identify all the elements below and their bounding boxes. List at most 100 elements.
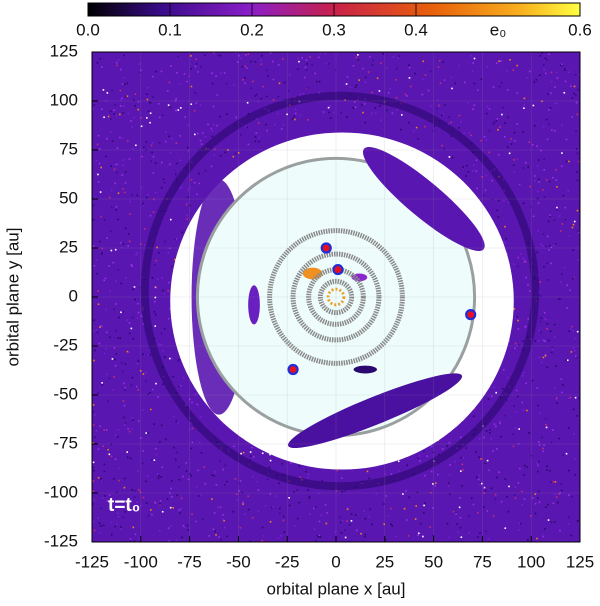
particle <box>414 72 416 75</box>
particle <box>110 118 112 121</box>
particle <box>215 75 217 77</box>
particle <box>543 266 545 268</box>
particle <box>459 526 462 529</box>
particle <box>159 529 161 532</box>
particle <box>129 538 132 540</box>
particle <box>271 60 274 63</box>
particle <box>93 265 96 267</box>
particle <box>329 117 332 119</box>
particle <box>169 308 172 310</box>
particle <box>120 68 122 71</box>
particle <box>216 506 219 509</box>
particle <box>573 85 576 88</box>
particle <box>506 70 508 72</box>
particle <box>364 517 367 520</box>
particle <box>520 490 523 493</box>
particle <box>523 260 526 263</box>
particle <box>526 76 528 79</box>
particle <box>500 60 502 62</box>
particle <box>317 56 320 59</box>
particle <box>280 535 282 537</box>
planet-ring <box>290 251 382 343</box>
particle <box>134 104 136 107</box>
particle <box>101 382 103 384</box>
y-tick-label: 0 <box>69 286 78 305</box>
particle <box>122 159 125 161</box>
particle <box>145 480 147 483</box>
clump <box>248 285 260 325</box>
particle <box>505 237 507 240</box>
particle <box>362 111 364 114</box>
particle <box>155 286 158 289</box>
particle <box>443 79 446 81</box>
particle <box>127 427 129 430</box>
particle <box>319 52 321 55</box>
x-tick-label: 75 <box>473 552 492 571</box>
particle <box>575 101 578 104</box>
particle <box>92 490 94 492</box>
particle <box>246 126 248 128</box>
particle <box>257 100 259 103</box>
particle <box>537 470 539 473</box>
particle <box>127 245 129 247</box>
particle <box>516 158 519 160</box>
particle <box>459 516 462 519</box>
particle <box>380 119 383 121</box>
particle <box>472 62 474 64</box>
particle <box>119 501 121 504</box>
particle <box>305 69 308 72</box>
particle <box>133 99 135 101</box>
particle <box>327 62 330 65</box>
particle <box>154 296 157 299</box>
particle <box>137 302 139 305</box>
particle <box>513 308 516 310</box>
particle <box>195 102 198 104</box>
particle <box>250 455 252 457</box>
colorbar-tick-label: 0.6 <box>568 20 592 39</box>
particle <box>169 218 172 221</box>
particle <box>442 61 444 63</box>
particle <box>298 60 300 63</box>
particle <box>117 59 120 61</box>
particle <box>506 89 509 91</box>
particle <box>175 458 177 461</box>
particle <box>537 441 540 443</box>
particle <box>235 493 238 496</box>
particle <box>256 480 258 483</box>
particle <box>153 198 155 201</box>
particle <box>455 513 457 515</box>
particle <box>179 159 182 162</box>
particle <box>163 327 166 330</box>
particle <box>103 116 105 119</box>
particle <box>305 59 308 61</box>
particle <box>160 332 163 335</box>
particle <box>132 148 134 150</box>
particle <box>576 152 579 155</box>
particle <box>117 269 120 271</box>
particle <box>140 504 142 507</box>
particle <box>266 478 269 480</box>
particle <box>216 124 218 127</box>
particle <box>110 521 113 524</box>
particle <box>374 107 377 109</box>
particle <box>95 259 98 262</box>
particle <box>128 430 131 433</box>
particle <box>111 358 114 360</box>
particle <box>578 231 580 234</box>
particle <box>287 89 290 92</box>
axes: -125 -100 -75 -50 -25 0 25 50 75 100 125 -125 -100 -7… <box>44 41 594 571</box>
particle <box>117 429 120 431</box>
planet-ring <box>317 278 355 316</box>
particle <box>272 78 275 81</box>
particle <box>556 186 558 188</box>
particle <box>187 189 189 191</box>
particle <box>138 63 141 65</box>
particle <box>103 429 106 431</box>
particle <box>182 475 185 478</box>
particle <box>122 310 125 313</box>
particle <box>561 152 563 154</box>
particle <box>180 497 183 500</box>
particle <box>550 71 553 74</box>
particle <box>539 320 542 323</box>
particle <box>223 72 226 74</box>
